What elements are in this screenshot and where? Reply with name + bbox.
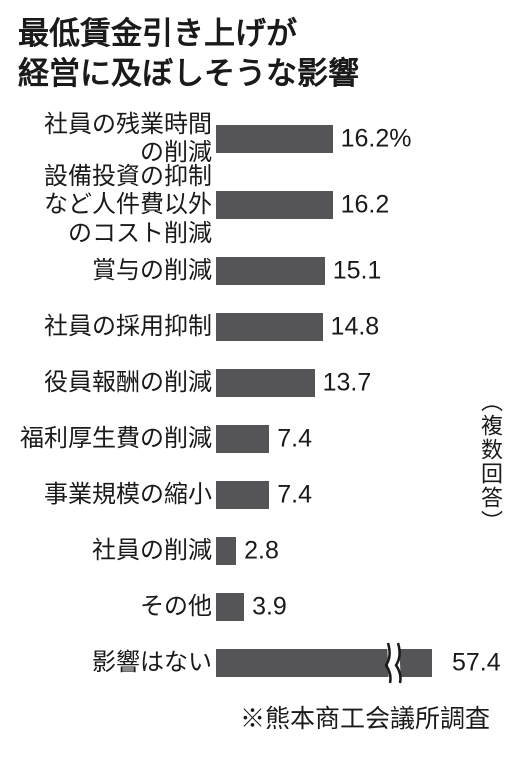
bar [216, 537, 236, 565]
bar [216, 369, 315, 397]
chart-row: その他 3.9 [18, 579, 496, 635]
chart-title: 最低賃金引き上げが経営に及ぼしそうな影響 [18, 14, 496, 93]
category-label: 社員の削減 [18, 537, 212, 565]
chart-row: 影響はない57.4 [18, 635, 496, 691]
bar [216, 257, 325, 285]
category-label: 設備投資の抑制 など人件費以外 のコスト削減 [18, 163, 212, 248]
bar-cell: 7.4 [212, 411, 494, 467]
chart-row: 社員の採用抑制 14.8 [18, 299, 496, 355]
chart-rows: 社員の残業時間 の削減16.2%設備投資の抑制 など人件費以外 のコスト削減16… [18, 111, 496, 691]
bar-cell: 7.4 [212, 467, 494, 523]
value-label: 7.4 [277, 481, 312, 510]
category-label: 賞与の削減 [18, 257, 212, 285]
chart-row: 役員報酬の削減 13.7 [18, 355, 496, 411]
chart-title-line: 最低賃金引き上げが [18, 14, 496, 54]
chart-row: 社員の削減 2.8 [18, 523, 496, 579]
bar-cell: 3.9 [212, 579, 494, 635]
category-label: 社員の残業時間 の削減 [18, 111, 212, 168]
chart-row: 賞与の削減 15.1 [18, 243, 496, 299]
bar-cell: 13.7 [212, 355, 494, 411]
value-label: 16.2% [341, 125, 412, 154]
value-label: 15.1 [333, 257, 382, 286]
source-text: ※熊本商工会議所調査 [18, 699, 496, 735]
bar [216, 313, 323, 341]
value-label: 16.2 [341, 191, 390, 220]
axis-break-icon [379, 641, 409, 685]
chart-row: 設備投資の抑制 など人件費以外 のコスト削減16.2 [18, 167, 496, 243]
chart-row: 社員の残業時間 の削減 16.2% [18, 111, 496, 167]
bar [216, 125, 333, 153]
category-label: 事業規模の縮小 [18, 481, 212, 509]
value-label: 57.4 [452, 649, 501, 678]
bar [216, 481, 269, 509]
bar-cell: 15.1 [212, 243, 494, 299]
bar-cell: 14.8 [212, 299, 494, 355]
bar-cell: 57.4 [212, 635, 494, 691]
category-label: 福利厚生費の削減 [18, 425, 212, 453]
category-label: その他 [18, 593, 212, 621]
category-label: 役員報酬の削減 [18, 369, 212, 397]
category-label: 社員の採用抑制 [18, 313, 212, 341]
bar [216, 425, 269, 453]
category-label: 影響はない [18, 649, 212, 677]
bar [216, 191, 333, 219]
bar-chart: 最低賃金引き上げが経営に及ぼしそうな影響 社員の残業時間 の削減 16.2% 設備投… [0, 0, 512, 745]
chart-row: 事業規模の縮小 7.4 [18, 467, 496, 523]
side-note: （複数回答） [474, 390, 506, 534]
bar-cell: 16.2 [212, 167, 494, 243]
value-label: 3.9 [252, 593, 287, 622]
chart-row: 福利厚生費の削減 7.4 [18, 411, 496, 467]
value-label: 2.8 [244, 537, 279, 566]
bar-cell: 2.8 [212, 523, 494, 579]
chart-title-line: 経営に及ぼしそうな影響 [18, 54, 496, 94]
value-label: 7.4 [277, 425, 312, 454]
bar [216, 593, 244, 621]
value-label: 14.8 [331, 313, 380, 342]
value-label: 13.7 [323, 369, 372, 398]
bar-cell: 16.2% [212, 111, 494, 167]
